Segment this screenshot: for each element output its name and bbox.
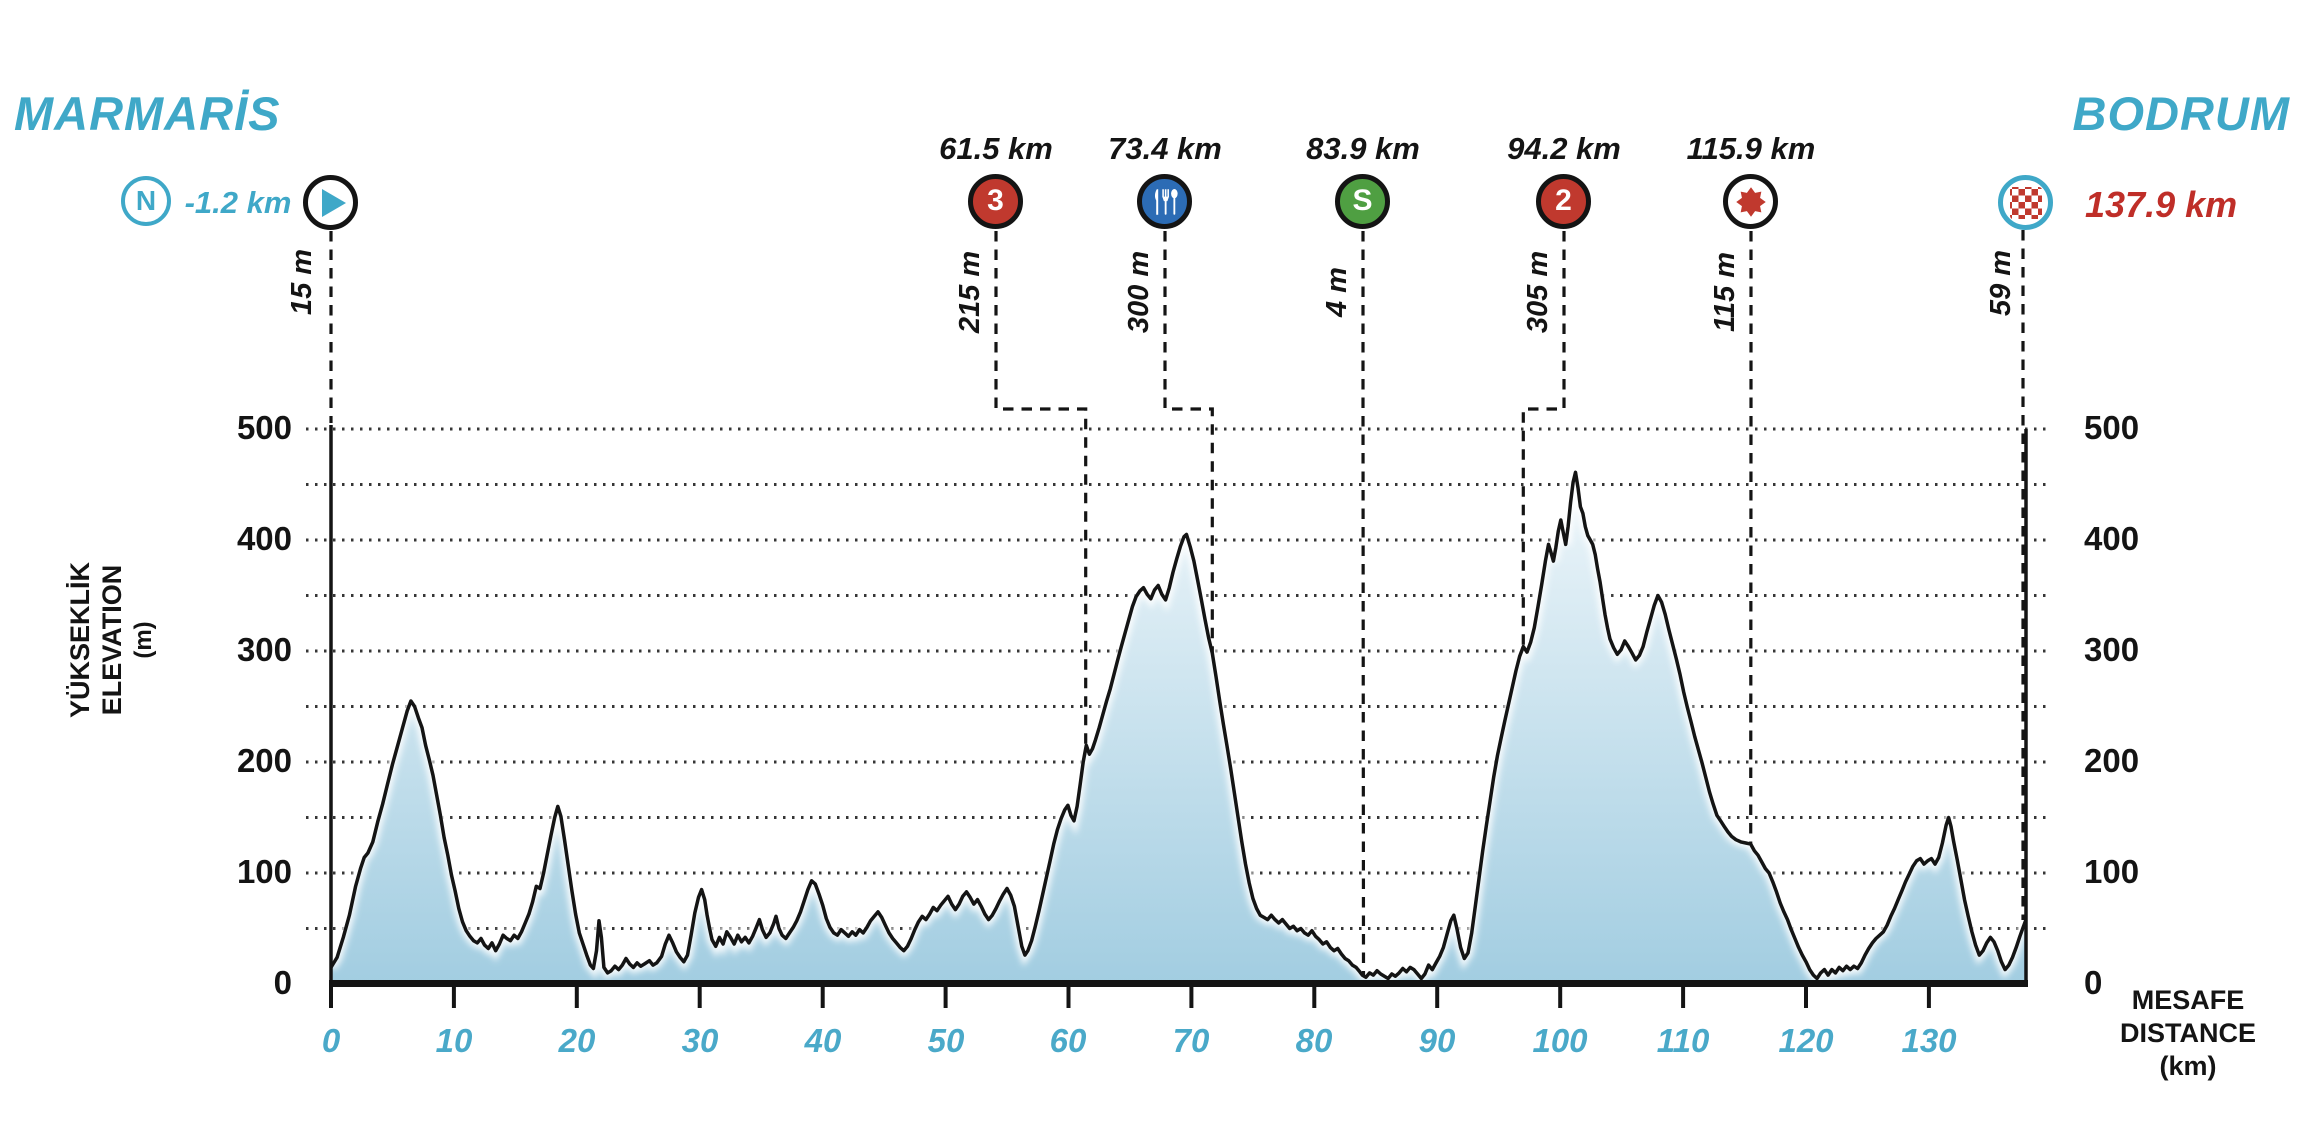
feed-zone-cutlery-icon (1137, 174, 1192, 229)
y-axis-label-right-0: 0 (2084, 964, 2103, 1001)
finish-flag-icon (1998, 175, 2053, 230)
y-axis-title-line1: YÜKSEKLİK (65, 562, 95, 719)
finish-elevation-label: 59 m (1984, 249, 2017, 317)
x-axis-label-50: 50 (927, 1022, 965, 1059)
marker-km-label-cat3: 61.5 km (939, 131, 1053, 166)
marker-km-label-cat2: 94.2 km (1507, 131, 1621, 166)
x-axis-label-10: 10 (435, 1022, 473, 1059)
marker-elevation-label-cat3: 215 m (953, 250, 986, 334)
marker-km-label-sprint: 83.9 km (1306, 131, 1420, 166)
marker-elevation-label-feed: 300 m (1122, 250, 1155, 334)
finish-distance-label: 137.9 km (2085, 184, 2238, 225)
play-triangle-icon (322, 188, 346, 217)
start-city-title: MARMARİS (14, 87, 281, 140)
start-play-icon (303, 175, 358, 230)
y-axis-label-left-0: 0 (273, 964, 292, 1001)
y-axis-title-line2: ELEVATION (97, 564, 127, 716)
x-axis-label-100: 100 (1532, 1022, 1588, 1059)
elevation-line (329, 470, 2028, 981)
x-axis-title-unit: (km) (2159, 1051, 2217, 1081)
x-axis-label-90: 90 (1418, 1022, 1456, 1059)
y-axis-label-left-500: 500 (236, 409, 292, 446)
marker-elevation-label-sprint: 4 m (1320, 267, 1353, 317)
y-axis-title-unit: (m) (130, 621, 157, 659)
y-axis-label-left-200: 200 (236, 742, 292, 779)
y-axis-label-right-100: 100 (2084, 853, 2140, 890)
y-axis-label-left-100: 100 (236, 853, 292, 890)
x-axis-label-30: 30 (681, 1022, 719, 1059)
marker-elevation-label-cat2: 305 m (1521, 250, 1554, 334)
marker-dashed-line-cat2 (1521, 231, 1566, 647)
baseline (329, 980, 2028, 987)
marker-elevation-label-bonus: 115 m (1708, 251, 1741, 333)
y-axis-label-left-400: 400 (236, 520, 292, 557)
y-axis-label-left-300: 300 (236, 631, 292, 668)
sprint-icon: S (1335, 174, 1390, 229)
x-axis-title-line2: DISTANCE (2119, 1018, 2256, 1048)
marker-dashed-line-sprint (1361, 231, 1366, 976)
marker-badge-cat3: 3 (987, 183, 1004, 217)
start-elevation-label: 15 m (285, 248, 318, 316)
y-axis-title: YÜKSEKLİK ELEVATION (m) (57, 510, 167, 770)
x-axis-label-70: 70 (1172, 1022, 1210, 1059)
y-axis-label-right-300: 300 (2084, 631, 2140, 668)
neutral-start-letter: N (135, 185, 157, 216)
x-axis-title: MESAFE DISTANCE (km) (2106, 984, 2270, 1083)
checkered-flag-icon (2009, 186, 2042, 219)
marker-km-label-feed: 73.4 km (1108, 131, 1222, 166)
x-axis-label-20: 20 (558, 1022, 596, 1059)
bonus-sprint-star-icon (1723, 174, 1778, 229)
bonus-sprint-star-icon (1735, 186, 1766, 217)
x-axis-label-110: 110 (1656, 1022, 1710, 1059)
category-2-climb-icon: 2 (1536, 174, 1591, 229)
finish-city-title: BODRUM (2072, 87, 2290, 140)
neutral-start-icon: N (121, 176, 171, 226)
marker-dashed-line-cat3 (994, 231, 1088, 748)
y-axis-label-right-500: 500 (2084, 409, 2140, 446)
x-axis-label-80: 80 (1295, 1022, 1333, 1059)
x-axis-label-120: 120 (1778, 1022, 1834, 1059)
marker-km-label-bonus: 115.9 km (1686, 131, 1816, 166)
marker-badge-sprint: S (1352, 183, 1373, 217)
neutral-distance-label: -1.2 km (184, 185, 292, 220)
x-axis-title-line1: MESAFE (2131, 985, 2245, 1015)
x-axis-label-0: 0 (321, 1022, 341, 1059)
x-axis-label-130: 130 (1901, 1022, 1957, 1059)
y-axis-label-right-200: 200 (2084, 742, 2140, 779)
marker-badge-cat2: 2 (1555, 183, 1572, 217)
x-axis-label-60: 60 (1049, 1022, 1087, 1059)
y-axis-label-right-400: 400 (2084, 520, 2140, 557)
x-axis-label-40: 40 (804, 1022, 842, 1059)
feed-zone-cutlery-icon (1154, 188, 1178, 215)
category-3-climb-icon: 3 (968, 174, 1023, 229)
